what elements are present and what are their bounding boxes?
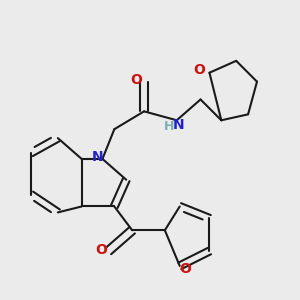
Text: O: O bbox=[131, 73, 142, 87]
Text: O: O bbox=[193, 63, 205, 77]
Text: O: O bbox=[180, 262, 192, 276]
Text: N: N bbox=[92, 150, 104, 164]
Text: O: O bbox=[95, 243, 107, 256]
Text: N: N bbox=[172, 118, 184, 132]
Text: H: H bbox=[164, 120, 175, 133]
